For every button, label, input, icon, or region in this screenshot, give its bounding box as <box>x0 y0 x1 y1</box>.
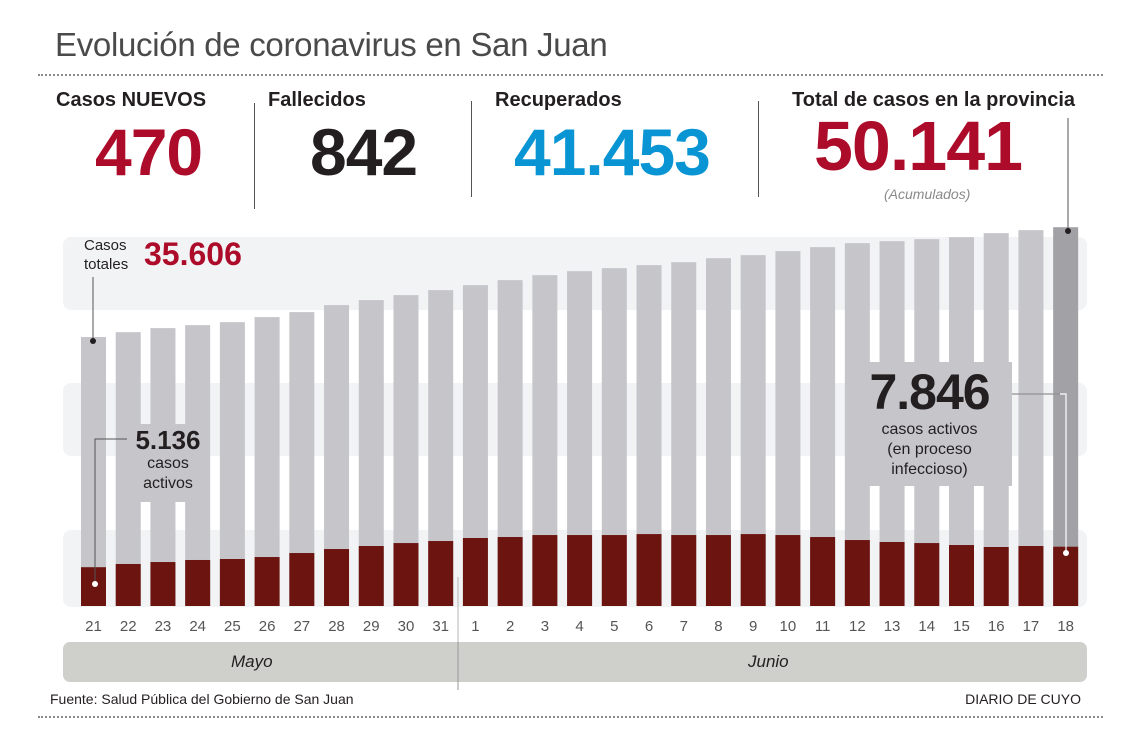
brand-label: DIARIO DE CUYO <box>965 691 1081 707</box>
x-tick-label: 29 <box>363 618 380 635</box>
total-label: Total de casos en la provincia <box>792 89 1076 111</box>
active-cases-bar <box>254 557 280 606</box>
separator <box>471 101 472 197</box>
annotation-text: activos <box>143 475 193 492</box>
active-cases-bar <box>532 535 558 606</box>
active-cases-bar <box>393 543 419 606</box>
active-cases-bar <box>636 534 662 606</box>
x-tick-label: 10 <box>780 618 797 635</box>
x-tick-label: 31 <box>432 618 449 635</box>
x-tick-label: 14 <box>918 618 935 635</box>
x-tick-label: 26 <box>259 618 276 635</box>
recovered-value: 41.453 <box>514 115 711 189</box>
x-tick-label: 13 <box>884 618 901 635</box>
recovered-label: Recuperados <box>495 89 622 111</box>
x-tick-label: 28 <box>328 618 345 635</box>
x-tick-label: 8 <box>714 618 722 635</box>
new-cases-label: Casos NUEVOS <box>56 89 207 111</box>
x-tick-label: 5 <box>610 618 618 635</box>
annotation-text: totales <box>84 256 129 273</box>
total-value: 50.141 <box>814 107 1023 185</box>
active-cases-bar <box>705 535 731 606</box>
annotation-text: infeccioso) <box>891 461 968 478</box>
x-tick-label: 18 <box>1057 618 1074 635</box>
deaths-value: 842 <box>310 115 418 189</box>
active-cases-bar <box>983 546 1009 606</box>
last-active-annotation: 7.846 casos activos (en proceso infeccio… <box>847 362 1012 486</box>
x-tick-label: 2 <box>506 618 514 635</box>
x-tick-label: 21 <box>85 618 102 635</box>
x-tick-label: 3 <box>541 618 549 635</box>
annotation-text: (en proceso <box>887 441 972 458</box>
x-tick-label: 4 <box>575 618 583 635</box>
active-cases-bar <box>150 562 176 606</box>
first-active-value: 5.136 <box>135 425 201 455</box>
month-band <box>63 642 1087 682</box>
active-cases-bar <box>810 537 836 606</box>
x-tick-label: 30 <box>398 618 415 635</box>
total-cases-bar <box>219 322 245 606</box>
active-cases-bar <box>497 537 523 606</box>
last-active-value: 7.846 <box>869 364 990 420</box>
x-tick-label: 24 <box>189 618 206 635</box>
first-total-value: 35.606 <box>144 236 242 272</box>
active-cases-bar <box>914 543 940 606</box>
x-tick-label: 16 <box>988 618 1005 635</box>
active-cases-bar <box>428 541 454 606</box>
total-annotation-label: Casos totales <box>84 236 128 274</box>
active-cases-bar <box>324 549 350 606</box>
active-cases-bar <box>740 534 766 606</box>
x-tick-label: 1 <box>471 618 479 635</box>
active-cases-bar <box>185 559 211 606</box>
x-tick-label: 9 <box>749 618 757 635</box>
active-cases-bar <box>1018 546 1044 606</box>
x-tick-label: 23 <box>155 618 172 635</box>
x-tick-label: 12 <box>849 618 866 635</box>
separator <box>254 103 255 209</box>
x-tick-label: 11 <box>815 618 831 635</box>
annotation-text: casos <box>147 455 189 472</box>
x-tick-label: 6 <box>645 618 653 635</box>
deaths-label: Fallecidos <box>268 89 366 111</box>
month-june: Junio <box>748 652 789 671</box>
first-active-annotation: 5.136 casos activos <box>128 424 208 502</box>
month-may: Mayo <box>231 652 273 671</box>
active-cases-bar <box>358 546 384 606</box>
total-note: (Acumulados) <box>884 186 971 202</box>
active-cases-bar <box>289 553 315 606</box>
x-tick-label: 27 <box>293 618 310 635</box>
active-cases-bar <box>775 535 801 606</box>
x-tick-label: 25 <box>224 618 241 635</box>
source-note: Fuente: Salud Pública del Gobierno de Sa… <box>50 691 354 707</box>
annotation-text: casos activos <box>881 421 978 438</box>
active-cases-bar <box>1053 546 1079 606</box>
active-cases-bar <box>462 538 488 606</box>
bottom-divider <box>38 716 1103 718</box>
active-cases-bar <box>219 559 245 606</box>
x-tick-label: 17 <box>1023 618 1040 635</box>
x-tick-label: 15 <box>953 618 970 635</box>
active-cases-bar <box>844 540 870 606</box>
x-tick-label: 7 <box>680 618 688 635</box>
x-tick-label: 22 <box>120 618 137 635</box>
active-cases-bar <box>671 535 697 606</box>
new-cases-value: 470 <box>95 115 203 189</box>
separator <box>758 101 759 197</box>
active-cases-bar <box>879 542 905 606</box>
top-divider <box>38 74 1103 76</box>
active-cases-bar <box>567 535 593 606</box>
page-title: Evolución de coronavirus en San Juan <box>55 26 608 63</box>
annotation-text: Casos <box>84 237 127 254</box>
active-cases-bar <box>949 545 974 606</box>
active-cases-bar <box>601 535 627 606</box>
